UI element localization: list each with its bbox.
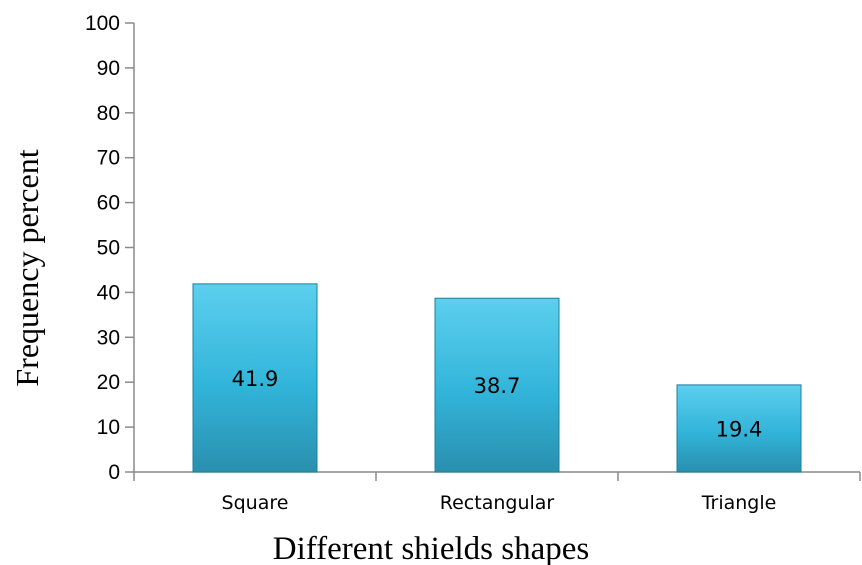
data-label-rectangular: 38.7 [474,374,521,398]
bars [192,283,802,473]
bar-triangle [676,384,802,473]
y-tick-label: 10 [97,416,120,439]
bar-highlight [436,299,558,303]
y-tick-label: 80 [97,102,120,125]
x-tick-label: Rectangular [440,492,555,514]
y-tick-label: 0 [108,461,120,484]
y-tick-label: 20 [97,371,120,394]
x-axis-title: Different shields shapes [273,531,589,565]
bar-highlight [194,284,316,288]
y-tick-label: 30 [97,326,120,349]
bar-square [192,283,318,473]
x-axis: Square Rectangular Triangle [133,471,861,514]
data-label-square: 41.9 [232,367,279,391]
y-tick-label: 50 [97,237,120,260]
y-tick-label: 40 [97,281,120,304]
y-tick-label: 60 [97,192,120,215]
x-tick-label: Triangle [701,492,777,514]
y-axis-title: Frequency percent [9,149,45,386]
y-tick-label: 70 [97,147,120,170]
bar-rectangular [434,297,560,473]
y-tick-label: 100 [85,12,120,35]
data-label-triangle: 19.4 [716,417,763,441]
data-labels: 41.9 38.7 19.4 [232,367,763,442]
y-tick-label: 90 [97,57,120,80]
y-axis: 0 10 20 30 40 50 60 70 80 90 100 [85,12,135,484]
x-tick-label: Square [222,492,289,514]
bar-highlight [678,385,800,389]
